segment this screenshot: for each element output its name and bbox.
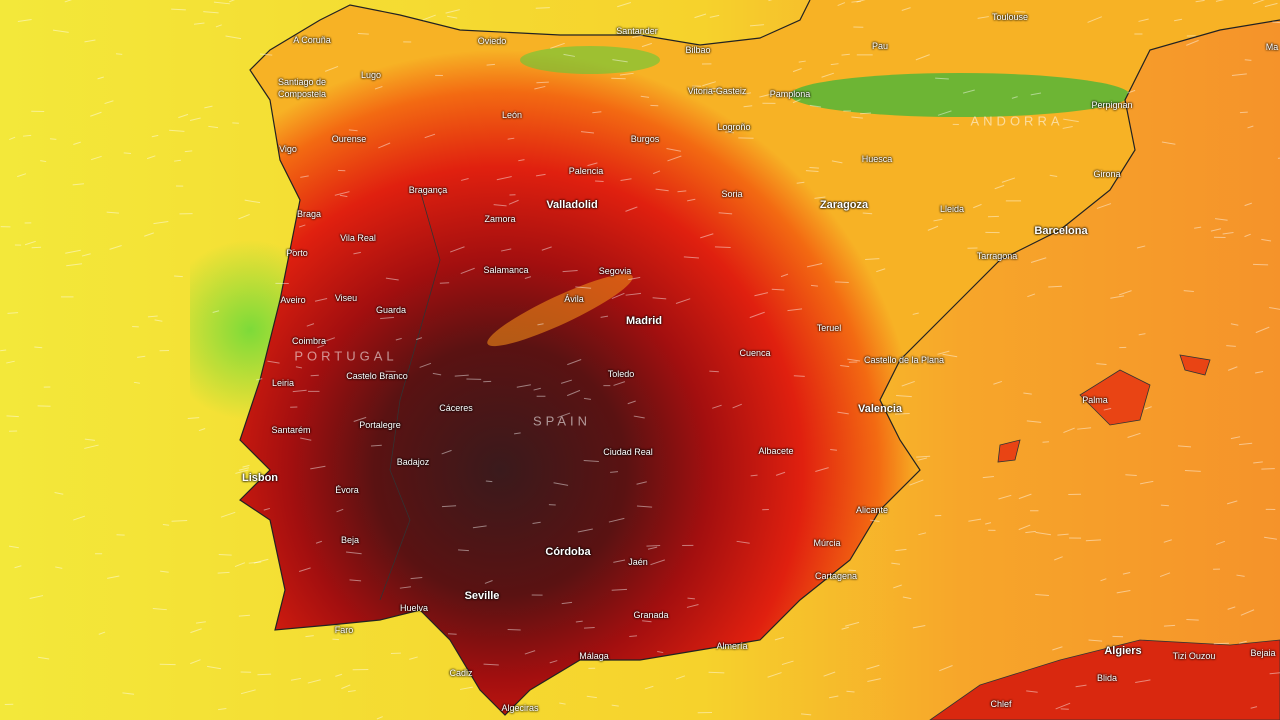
city-label: Ciudad Real [603,447,653,457]
city-label: Pamplona [769,89,811,99]
city-label: Soria [721,189,743,199]
city-label: Leiria [271,378,295,388]
city-label: Vigo [279,144,297,154]
coastline [239,0,1280,716]
city-label: Girona [1093,169,1121,179]
city-label: Coimbra [291,336,327,346]
city-label: Almería [716,641,748,651]
city-label: Cuenca [739,348,771,358]
city-label: Blida [1096,673,1118,683]
city-label: Badajoz [396,457,430,467]
city-label: Beja [340,535,360,545]
border [379,189,441,601]
city-label: Zamora [484,214,516,224]
city-label: Segovia [598,266,632,276]
city-label: Pau [871,41,889,51]
city-label: Perpignan [1091,100,1133,110]
city-label: Valladolid [546,199,598,211]
city-label: Castello de la Plana [863,355,945,365]
city-label: Bilbao [685,45,711,55]
city-label: Ávila [564,294,584,304]
city-label: Cartagena [814,571,858,581]
city-label: Palencia [568,166,604,176]
city-label: Ma [1265,42,1279,52]
city-label: Algeciras [501,703,539,713]
city-label: Viseu [334,293,358,303]
city-label: Guarda [375,305,407,315]
city-label: Toledo [607,369,635,379]
city-label: Zaragoza [819,199,869,211]
city-label: Lugo [360,70,382,80]
city-label: Oviedo [477,36,507,46]
city-label: Braga [296,209,322,219]
city-label: Burgos [630,134,660,144]
city-label: Vitoria-Gasteiz [687,86,747,96]
city-label: Cadiz [449,668,473,678]
city-label: León [501,110,523,120]
city-label: Lisbon [241,472,279,484]
country-label: SPAIN [532,413,592,429]
city-label: Málaga [579,651,609,661]
balearic-islands [997,354,1211,463]
city-label: Faro [334,625,354,635]
city-label: Tarragona [976,251,1018,261]
city-label: Portalegre [359,420,401,430]
city-label: Alicante [855,505,889,515]
city-label: Castelo Branco [346,371,408,381]
city-label: Valencia [857,403,903,415]
city-label: Aveiro [280,295,306,305]
city-label: Tizi Ouzou [1172,651,1216,661]
city-label: Seville [464,590,500,602]
city-label: Palma [1082,395,1108,405]
city-label: Bejaia [1250,648,1276,658]
city-label: Lleida [939,204,965,214]
city-label: Huesca [861,154,893,164]
city-label: Évora [335,485,359,495]
city-label: Santarém [271,425,311,435]
city-label: Madrid [625,315,663,327]
country-label: ANDORRA [970,113,1064,129]
city-label: Toulouse [991,12,1029,22]
city-label: Vila Real [340,233,376,243]
city-label: Cáceres [439,403,473,413]
country-label: PORTUGAL [294,348,398,364]
city-label: A Coruña [293,35,331,45]
city-label: Bragança [408,185,448,195]
city-label: Córdoba [545,546,591,558]
city-label: Porto [286,248,308,258]
city-label: Jaén [628,557,648,567]
city-label: Santander [616,26,658,36]
city-label: Huelva [399,603,429,613]
city-label: Santiago de Compostela [277,77,327,99]
city-label: Logroño [717,122,751,132]
city-label: Granada [633,610,669,620]
city-label: Barcelona [1034,225,1088,237]
city-label: Salamanca [483,265,529,275]
city-label: Múrcia [813,538,841,548]
city-label: Chlef [990,699,1012,709]
city-label: Algiers [1104,645,1142,657]
city-label: Albacete [758,446,794,456]
north-africa [929,639,1280,720]
city-label: Ourense [331,134,367,144]
city-label: Teruel [816,323,842,333]
